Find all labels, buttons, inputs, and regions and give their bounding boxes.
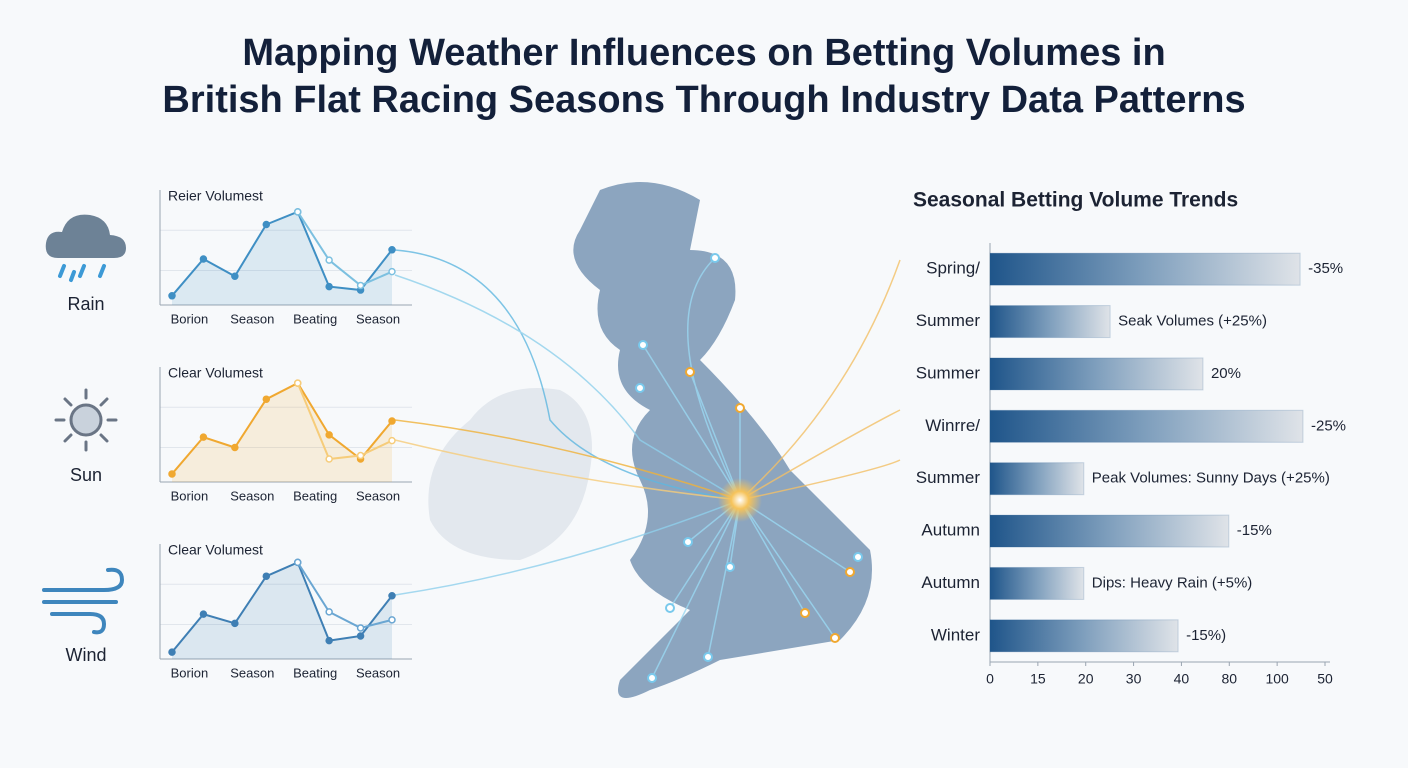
weather-label: Sun xyxy=(70,465,102,485)
x-tick-label: 20 xyxy=(1078,671,1094,687)
chart-title: Clear Volumest xyxy=(168,542,263,558)
point xyxy=(231,443,239,452)
y-tick-label: Spring/ xyxy=(926,259,980,278)
x-tick-label: Borion xyxy=(171,311,209,326)
point xyxy=(262,395,271,403)
bar xyxy=(989,357,1204,391)
chart-title: Clear Volumest xyxy=(168,365,263,381)
point xyxy=(293,208,302,216)
bar-annotation: Peak Volumes: Sunny Days (+25%) xyxy=(1092,470,1330,487)
x-tick-label: Season xyxy=(356,311,400,326)
sun-icon xyxy=(54,388,118,452)
point xyxy=(199,433,208,441)
x-tick-label: 50 xyxy=(1317,671,1333,687)
bar xyxy=(989,619,1179,653)
bar xyxy=(989,409,1304,443)
point xyxy=(262,220,271,229)
x-tick-label: Season xyxy=(230,311,274,326)
bar-annotation: -15% xyxy=(1237,522,1272,539)
bar-annotation: -25% xyxy=(1311,417,1346,434)
point xyxy=(388,246,396,254)
point xyxy=(168,648,176,656)
area xyxy=(172,562,392,659)
point xyxy=(325,431,333,439)
x-tick-label: Season xyxy=(356,488,400,503)
chart-title: Reier Volumest xyxy=(168,188,263,204)
point xyxy=(388,417,396,425)
x-tick-label: Beating xyxy=(293,665,337,680)
rain-icon xyxy=(45,214,126,282)
bar-annotation: -35% xyxy=(1308,260,1343,277)
point xyxy=(231,272,239,280)
title-line: British Flat Racing Seasons Through Indu… xyxy=(162,79,1245,121)
y-tick-label: Autumn xyxy=(921,521,980,540)
bar-annotation: Dips: Heavy Rain (+5%) xyxy=(1092,574,1252,591)
x-tick-label: 80 xyxy=(1221,671,1237,687)
bar xyxy=(989,462,1085,496)
y-tick-label: Winrre/ xyxy=(925,416,980,435)
x-tick-label: Season xyxy=(230,665,274,680)
point xyxy=(168,470,176,478)
point xyxy=(199,610,208,618)
point xyxy=(293,558,302,567)
weather-label: Rain xyxy=(67,294,104,314)
point xyxy=(388,267,396,276)
point xyxy=(325,608,333,616)
bar-annotation: Seak Volumes (+25%) xyxy=(1118,313,1267,330)
title-line: Mapping Weather Influences on Betting Vo… xyxy=(242,32,1165,74)
x-tick-label: 100 xyxy=(1265,671,1289,687)
point xyxy=(388,616,396,624)
line xyxy=(296,382,393,461)
bar xyxy=(989,514,1230,548)
point xyxy=(325,636,333,645)
chart-title: Seasonal Betting Volume Trends xyxy=(913,189,1238,212)
x-tick-label: Season xyxy=(356,665,400,680)
map xyxy=(394,182,901,698)
point xyxy=(293,379,302,387)
bar-annotation: -15%) xyxy=(1186,627,1226,644)
line xyxy=(296,211,393,287)
point xyxy=(231,619,239,628)
point xyxy=(356,281,365,290)
x-tick-label: Beating xyxy=(293,311,337,326)
y-tick-label: Summer xyxy=(916,363,981,382)
y-tick-label: Summer xyxy=(916,468,981,487)
bar xyxy=(989,252,1301,286)
x-tick-label: Borion xyxy=(171,488,209,503)
x-tick-label: 0 xyxy=(986,671,994,687)
point xyxy=(356,632,365,640)
x-tick-label: Borion xyxy=(171,665,209,680)
point xyxy=(199,255,208,263)
x-tick-label: 15 xyxy=(1030,671,1046,687)
point xyxy=(388,436,396,445)
point xyxy=(356,624,365,632)
point xyxy=(262,572,271,580)
y-tick-label: Winter xyxy=(931,625,980,644)
line xyxy=(296,561,393,630)
bar xyxy=(989,305,1111,339)
wind-icon xyxy=(42,567,125,635)
x-tick-label: 40 xyxy=(1174,671,1190,687)
x-tick-label: Season xyxy=(230,488,274,503)
bar xyxy=(989,566,1085,600)
area xyxy=(172,211,392,305)
x-tick-label: 30 xyxy=(1126,671,1142,687)
y-tick-label: Autumn xyxy=(921,573,980,592)
point xyxy=(325,455,333,463)
line xyxy=(171,561,393,653)
point xyxy=(325,282,333,291)
point xyxy=(388,592,396,600)
y-tick-label: Summer xyxy=(916,311,981,330)
point xyxy=(168,292,176,300)
bar-annotation: 20% xyxy=(1211,365,1241,382)
x-tick-label: Beating xyxy=(293,488,337,503)
line xyxy=(171,210,393,297)
weather-label: Wind xyxy=(65,645,106,665)
point xyxy=(325,256,333,264)
point xyxy=(356,451,365,460)
line xyxy=(171,381,393,475)
